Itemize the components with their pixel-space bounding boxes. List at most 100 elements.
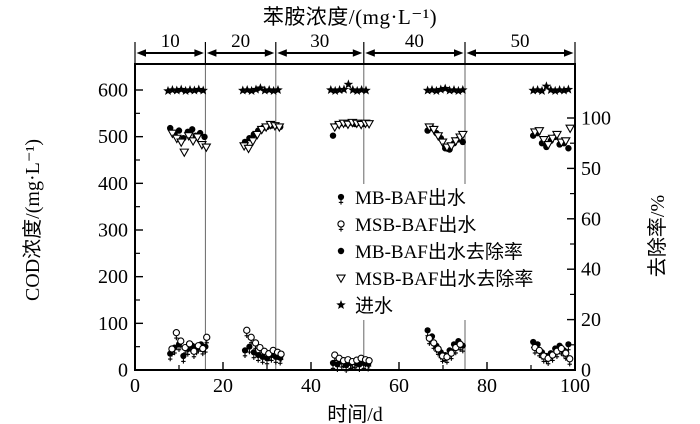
data-point bbox=[277, 350, 285, 362]
svg-text:100: 100 bbox=[98, 313, 128, 335]
data-point bbox=[343, 79, 354, 89]
top-concentration-scale: 10 20 30 40 50 bbox=[134, 31, 576, 64]
data-point bbox=[334, 85, 345, 95]
data-point bbox=[250, 349, 257, 360]
data-point bbox=[547, 134, 558, 144]
open-circle-tail-icon bbox=[337, 219, 345, 232]
data-point bbox=[437, 138, 448, 148]
data-point bbox=[446, 142, 457, 152]
data-point bbox=[436, 84, 446, 94]
data-point bbox=[440, 83, 450, 93]
svg-text:0: 0 bbox=[581, 360, 591, 382]
data-point bbox=[444, 85, 455, 95]
data-point bbox=[168, 345, 176, 357]
data-point bbox=[260, 85, 270, 95]
series-msb-baf- bbox=[167, 118, 576, 158]
data-point bbox=[167, 85, 178, 95]
data-point bbox=[185, 340, 194, 352]
data-point bbox=[268, 85, 279, 95]
data-point bbox=[453, 85, 464, 95]
svg-text:200: 200 bbox=[98, 266, 128, 288]
data-point bbox=[251, 84, 261, 94]
data-point bbox=[456, 340, 464, 352]
svg-text:500: 500 bbox=[98, 126, 128, 148]
data-point bbox=[329, 123, 340, 133]
data-point bbox=[189, 85, 200, 95]
data-point bbox=[541, 81, 552, 91]
filled-star-icon bbox=[336, 299, 346, 309]
data-point bbox=[273, 85, 283, 95]
data-point bbox=[559, 85, 569, 95]
svg-text:100: 100 bbox=[581, 108, 611, 130]
data-point bbox=[330, 85, 340, 95]
left-axis-ticks: 0 100 200 300 400 500 600 bbox=[98, 80, 143, 382]
svg-text:100: 100 bbox=[560, 375, 590, 397]
data-point bbox=[256, 125, 267, 135]
svg-text:40: 40 bbox=[301, 375, 321, 397]
data-point bbox=[163, 85, 173, 95]
svg-text:50: 50 bbox=[511, 31, 530, 52]
filled-circle-icon bbox=[337, 247, 345, 254]
data-point bbox=[198, 85, 208, 95]
data-point bbox=[447, 349, 456, 361]
data-point bbox=[246, 85, 257, 95]
data-point bbox=[203, 333, 211, 345]
data-point bbox=[238, 85, 248, 95]
data-point bbox=[241, 347, 249, 358]
legend-label: MB-BAF出水 bbox=[355, 188, 466, 209]
data-point bbox=[199, 344, 207, 357]
legend-item-msb-effluent: MSB-BAF出水 bbox=[332, 212, 533, 239]
data-point bbox=[172, 329, 181, 341]
data-point bbox=[274, 123, 285, 133]
data-point bbox=[528, 85, 538, 95]
data-point bbox=[557, 344, 566, 357]
data-point bbox=[431, 85, 442, 95]
data-point bbox=[339, 84, 349, 94]
data-point bbox=[433, 132, 444, 142]
data-point bbox=[192, 133, 203, 143]
y-axis-label-left: COD浓度/(mg·L⁻¹) bbox=[22, 138, 44, 302]
data-point bbox=[329, 132, 337, 139]
data-point bbox=[176, 138, 187, 148]
data-point bbox=[450, 137, 461, 147]
data-point bbox=[365, 357, 373, 369]
filled-circle-tail-icon bbox=[337, 193, 345, 205]
legend-item-influent: 进水 bbox=[332, 293, 533, 320]
legend-label: 进水 bbox=[355, 296, 394, 317]
y-axis-label-right: 去除率/% bbox=[647, 194, 669, 278]
data-point bbox=[252, 130, 263, 140]
svg-text:20: 20 bbox=[581, 309, 601, 331]
data-point bbox=[243, 144, 254, 154]
data-point bbox=[255, 83, 266, 93]
data-point bbox=[565, 341, 572, 352]
data-point bbox=[562, 349, 570, 361]
legend-item-msb-removal: MSB-BAF出水去除率 bbox=[332, 266, 533, 293]
svg-text:0: 0 bbox=[118, 360, 128, 382]
series-msb-baf- bbox=[168, 326, 574, 370]
svg-text:40: 40 bbox=[405, 31, 424, 52]
data-point bbox=[428, 125, 439, 135]
legend-label: MSB-BAF出水去除率 bbox=[355, 269, 534, 290]
data-point bbox=[563, 84, 574, 94]
data-point bbox=[201, 133, 208, 141]
data-point bbox=[566, 355, 574, 367]
svg-text:30: 30 bbox=[310, 31, 329, 52]
data-point bbox=[457, 130, 468, 140]
svg-text:0: 0 bbox=[130, 375, 140, 397]
x-axis-ticks: 0 20 40 60 80 100 bbox=[130, 362, 590, 397]
data-point bbox=[560, 137, 571, 147]
data-point bbox=[256, 343, 264, 356]
chart-title: 苯胺浓度/(mg·L⁻¹) bbox=[262, 5, 438, 29]
svg-text:300: 300 bbox=[98, 220, 128, 242]
data-point bbox=[247, 137, 258, 147]
data-point bbox=[180, 85, 191, 95]
data-point bbox=[201, 143, 212, 153]
svg-text:60: 60 bbox=[581, 208, 601, 230]
right-axis-ticks: 0 20 40 60 50 100 bbox=[567, 108, 611, 382]
svg-text:20: 20 bbox=[213, 375, 233, 397]
data-point bbox=[190, 347, 198, 359]
data-point bbox=[551, 130, 563, 140]
data-point bbox=[550, 85, 560, 95]
data-point bbox=[176, 84, 186, 94]
svg-text:600: 600 bbox=[98, 80, 128, 102]
